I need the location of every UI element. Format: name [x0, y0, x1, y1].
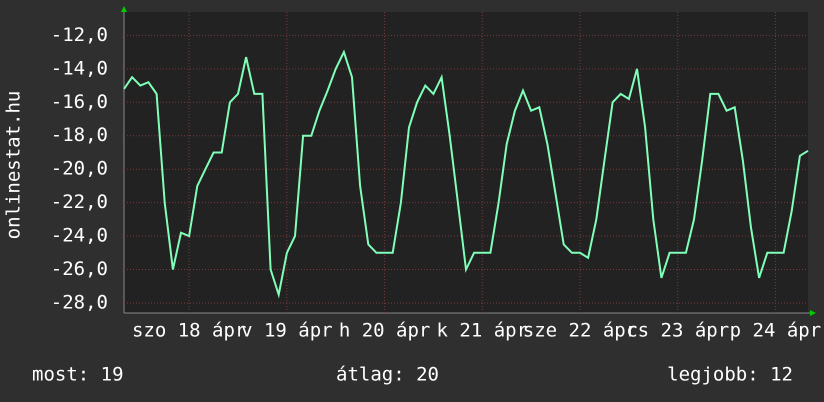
x-tick-label: h 20 ápr — [339, 320, 431, 342]
x-axis-arrow — [810, 310, 816, 316]
y-tick-label: -20,0 — [51, 158, 108, 180]
y-tick-label: -18,0 — [51, 124, 108, 146]
y-axis-label: onlinestat.hu — [3, 91, 25, 240]
x-tick-label: szo 18 ápr — [132, 320, 246, 342]
stat-average: átlag: 20 — [336, 364, 439, 386]
y-tick-label: -14,0 — [51, 57, 108, 79]
y-axis-arrow — [121, 6, 127, 12]
y-tick-label: -22,0 — [51, 191, 108, 213]
y-tick-label: -24,0 — [51, 225, 108, 247]
y-tick-label: -12,0 — [51, 24, 108, 46]
data-line — [123, 49, 809, 299]
y-tick-label: -26,0 — [51, 258, 108, 280]
x-tick-label: cs 23 ápr — [626, 320, 729, 342]
y-tick-label: -28,0 — [51, 291, 108, 313]
x-tick-label: sze 22 ápr — [523, 320, 637, 342]
x-tick-label: k 21 ápr — [437, 320, 529, 342]
y-tick-label: -16,0 — [51, 91, 108, 113]
stat-best: legjobb: 12 — [667, 364, 793, 386]
stat-current: most: 19 — [32, 364, 124, 386]
x-tick-label: p 24 ápr — [730, 320, 822, 342]
x-tick-label: v 19 ápr — [241, 320, 333, 342]
